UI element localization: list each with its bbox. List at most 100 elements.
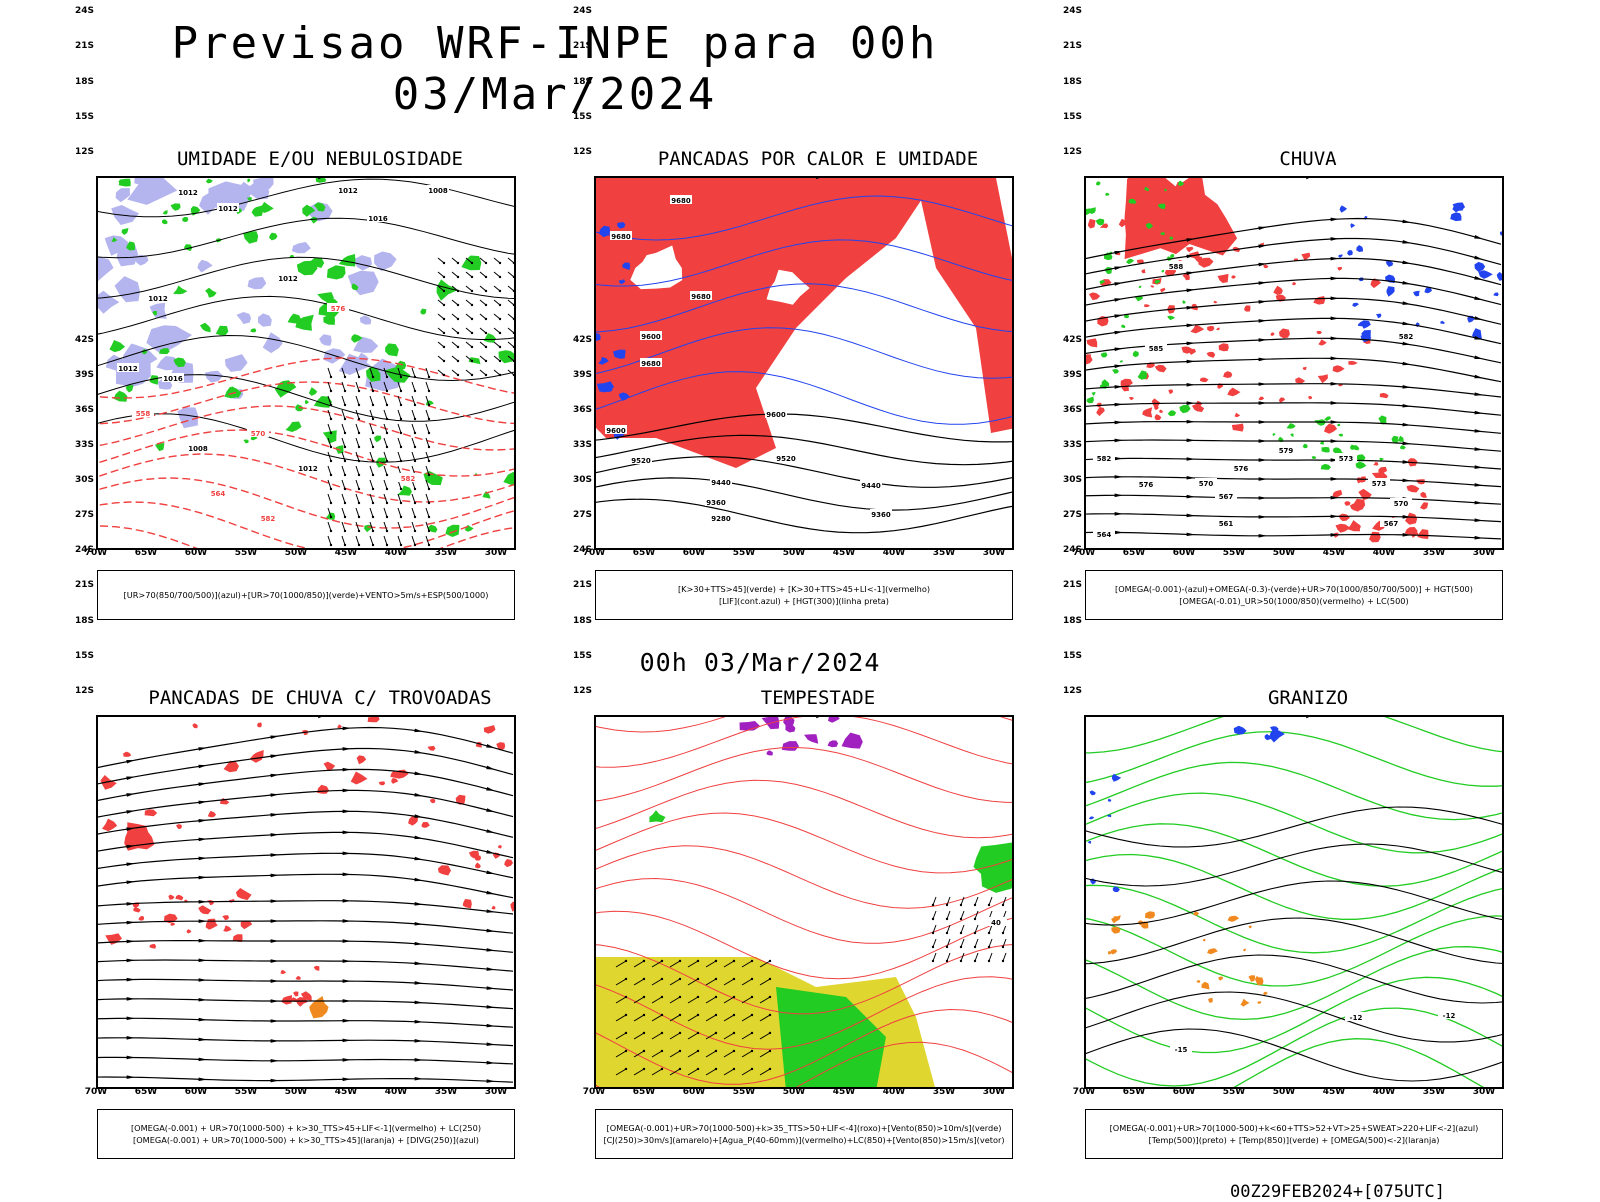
flow-arrow bbox=[198, 747, 207, 751]
wind-vector-head bbox=[642, 1067, 646, 1071]
wind-vector-head bbox=[959, 931, 963, 935]
contour-label: 576 bbox=[331, 305, 346, 313]
streamline bbox=[1086, 317, 1502, 345]
flow-arrow bbox=[414, 835, 423, 840]
wind-vector-head bbox=[385, 375, 389, 379]
shaded-area bbox=[295, 975, 301, 980]
wind-vector bbox=[327, 507, 332, 518]
shaded-area bbox=[351, 283, 359, 291]
shaded-area bbox=[1182, 273, 1190, 281]
flow-arrow bbox=[270, 1078, 279, 1083]
wind-vector-head bbox=[512, 261, 514, 265]
longitude-label: 60W bbox=[1172, 1087, 1196, 1097]
shaded-area bbox=[462, 899, 472, 909]
wind-vector bbox=[465, 271, 473, 278]
flow-arrow bbox=[486, 1079, 495, 1083]
shaded-area bbox=[359, 315, 372, 325]
wind-vector-head bbox=[484, 317, 488, 321]
flow-arrow bbox=[1474, 535, 1483, 540]
wind-vector bbox=[759, 1068, 771, 1076]
wind-vector-head bbox=[470, 303, 474, 307]
flow-arrow bbox=[1258, 496, 1267, 500]
wind-vector-head bbox=[413, 417, 417, 421]
wind-vector-head bbox=[343, 459, 347, 463]
wind-vector-head bbox=[512, 317, 514, 321]
shaded-area bbox=[224, 354, 248, 372]
streamline bbox=[1086, 421, 1502, 434]
shaded-area bbox=[1338, 513, 1350, 522]
wind-vector-head bbox=[385, 431, 389, 435]
shaded-area bbox=[232, 934, 243, 942]
shaded-area bbox=[323, 761, 336, 771]
shaded-area bbox=[1375, 313, 1382, 319]
contour-label-bg bbox=[162, 373, 184, 382]
shaded-area bbox=[781, 741, 799, 751]
shaded-area bbox=[1089, 790, 1096, 796]
wind-vector bbox=[425, 507, 430, 518]
wind-vector bbox=[341, 395, 346, 406]
flow-arrow bbox=[1330, 495, 1339, 500]
wind-vector bbox=[723, 1050, 735, 1058]
contour-label: 9680 bbox=[691, 293, 711, 301]
wind-vector bbox=[327, 423, 332, 434]
contour-line bbox=[596, 717, 1012, 733]
shaded-area bbox=[269, 232, 278, 241]
contour-label: 582 bbox=[261, 515, 276, 523]
flow-arrow bbox=[198, 800, 207, 805]
wind-vector-head bbox=[945, 931, 949, 935]
flow-arrow bbox=[270, 754, 279, 759]
contour-label-bg bbox=[1195, 478, 1217, 487]
wind-vector-head bbox=[329, 459, 333, 463]
contour-label: 1012 bbox=[118, 365, 138, 373]
latitude-label: 18S bbox=[572, 76, 592, 87]
contour-line bbox=[596, 976, 1012, 1050]
wind-vector bbox=[946, 896, 951, 906]
flow-arrow bbox=[486, 967, 495, 971]
wind-vector-head bbox=[357, 473, 361, 477]
latitude-label: 36S bbox=[572, 405, 592, 416]
contour-line bbox=[98, 525, 514, 548]
flow-arrow bbox=[1258, 477, 1267, 481]
wind-vector bbox=[369, 535, 374, 546]
contour-label: 1012 bbox=[218, 205, 238, 213]
contour-label: 579 bbox=[1279, 447, 1294, 455]
shaded-area bbox=[1088, 292, 1101, 301]
wind-vector bbox=[411, 367, 416, 378]
wind-vector bbox=[507, 271, 514, 278]
wind-vector bbox=[411, 493, 416, 504]
flow-arrow bbox=[342, 851, 351, 856]
streamline bbox=[1086, 476, 1502, 488]
wind-vector-head bbox=[399, 543, 403, 547]
streamline bbox=[98, 747, 514, 785]
map-svg: 1012 1012 1012 1016 1008 1012 1012 1016 1012 1008… bbox=[98, 178, 514, 548]
shaded-area bbox=[302, 204, 316, 217]
longitude-label: 50W bbox=[284, 1087, 308, 1097]
wind-vector-head bbox=[371, 501, 375, 505]
wind-vector bbox=[369, 381, 374, 392]
longitude-label: 55W bbox=[1222, 548, 1246, 558]
wind-vector-head bbox=[696, 1049, 700, 1053]
flow-arrow bbox=[126, 844, 135, 849]
map-panel: GRANIZO -12 -15 -12 12S 15S 18S 21S 24S 27S 30S 33S… bbox=[1063, 335, 1548, 1167]
streamline bbox=[98, 920, 514, 934]
shaded-area bbox=[827, 740, 839, 748]
streamline bbox=[1086, 297, 1502, 325]
shaded-area bbox=[133, 907, 141, 913]
shaded-area bbox=[1290, 433, 1294, 437]
flow-arrow bbox=[1402, 533, 1411, 537]
legend-text: [OMEGA(-0.001) + UR>70(1000-500) + k>30_… bbox=[130, 1123, 482, 1133]
contour-label: -12 bbox=[1443, 1012, 1456, 1020]
latitude-label: 18S bbox=[74, 76, 94, 87]
flow-arrow bbox=[1330, 296, 1339, 301]
wind-vector bbox=[633, 1050, 645, 1058]
wind-vector-head bbox=[714, 977, 718, 981]
wind-vector bbox=[451, 313, 459, 320]
wind-vector bbox=[633, 1068, 645, 1076]
contour-label-bg bbox=[670, 195, 692, 204]
wind-vector-head bbox=[660, 959, 664, 963]
shaded-area bbox=[1091, 392, 1096, 396]
wind-vector-head bbox=[413, 403, 417, 407]
flow-arrow bbox=[342, 726, 351, 731]
flow-arrow bbox=[486, 948, 495, 952]
shaded-area bbox=[207, 900, 215, 906]
